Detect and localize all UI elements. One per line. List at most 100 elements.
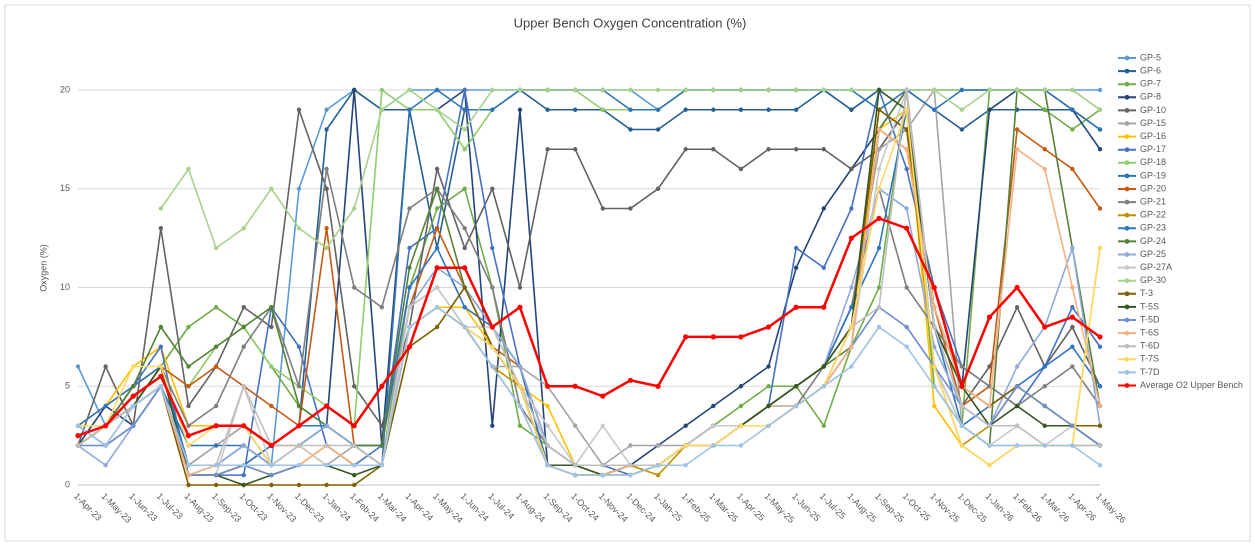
data-point bbox=[876, 324, 882, 330]
data-point bbox=[379, 383, 385, 389]
data-point bbox=[434, 305, 440, 310]
legend-marker bbox=[1124, 370, 1130, 375]
data-point bbox=[738, 423, 744, 428]
data-point bbox=[628, 472, 633, 478]
data-point bbox=[821, 423, 826, 428]
data-point bbox=[1042, 403, 1047, 409]
data-point bbox=[959, 87, 965, 93]
data-point bbox=[1070, 285, 1075, 290]
data-point bbox=[103, 364, 108, 369]
data-point bbox=[158, 384, 164, 389]
data-point bbox=[241, 423, 247, 429]
data-point bbox=[517, 87, 523, 93]
data-point bbox=[683, 423, 688, 428]
data-point bbox=[379, 423, 385, 428]
data-point bbox=[738, 384, 744, 389]
data-point bbox=[793, 265, 799, 270]
data-point bbox=[1014, 443, 1020, 448]
data-point bbox=[849, 206, 854, 211]
data-point bbox=[462, 305, 467, 310]
data-point bbox=[876, 87, 882, 93]
data-point bbox=[876, 107, 882, 112]
data-point bbox=[628, 463, 633, 468]
legend-label: GP-10 bbox=[1140, 105, 1166, 115]
data-point bbox=[1014, 305, 1020, 310]
y-tick-label: 20 bbox=[60, 84, 70, 94]
data-point bbox=[600, 463, 606, 468]
data-point bbox=[490, 107, 495, 112]
data-point bbox=[1070, 364, 1075, 369]
legend-label: T-5D bbox=[1140, 314, 1160, 324]
data-point bbox=[490, 285, 495, 290]
data-point bbox=[269, 186, 274, 191]
legend-label: GP-18 bbox=[1140, 157, 1166, 167]
data-point bbox=[1097, 344, 1103, 349]
data-point bbox=[296, 423, 302, 429]
data-point bbox=[186, 324, 191, 330]
data-point bbox=[158, 324, 164, 330]
data-point bbox=[186, 443, 191, 448]
data-point bbox=[545, 147, 550, 152]
data-point bbox=[821, 304, 827, 310]
data-point bbox=[710, 334, 716, 340]
data-point bbox=[1014, 423, 1020, 428]
legend-label: GP-27A bbox=[1140, 262, 1172, 272]
data-point bbox=[131, 423, 136, 428]
data-point bbox=[103, 423, 109, 429]
data-point bbox=[738, 403, 744, 409]
legend-marker bbox=[1124, 108, 1130, 113]
legend-label: GP-6 bbox=[1140, 65, 1161, 75]
y-tick-label: 0 bbox=[65, 479, 70, 489]
data-point bbox=[876, 215, 882, 221]
y-tick-label: 15 bbox=[60, 183, 70, 193]
data-point bbox=[738, 107, 744, 112]
data-point bbox=[352, 285, 357, 290]
data-point bbox=[462, 87, 467, 93]
data-point bbox=[1070, 305, 1075, 310]
data-point bbox=[987, 87, 992, 93]
data-point bbox=[1042, 147, 1047, 152]
data-point bbox=[821, 384, 826, 389]
data-point bbox=[75, 423, 81, 428]
data-point bbox=[1042, 364, 1047, 369]
data-point bbox=[269, 472, 274, 478]
data-point bbox=[683, 87, 688, 93]
data-point bbox=[738, 443, 744, 448]
data-point bbox=[490, 245, 495, 251]
y-tick-label: 10 bbox=[60, 282, 70, 292]
data-point bbox=[628, 127, 633, 132]
data-point bbox=[932, 107, 937, 112]
data-point bbox=[1070, 344, 1075, 349]
legend-label: GP-30 bbox=[1140, 275, 1166, 285]
data-point bbox=[904, 107, 909, 112]
data-point bbox=[1070, 107, 1075, 112]
legend-label: GP-15 bbox=[1140, 118, 1166, 128]
data-point bbox=[765, 324, 772, 330]
data-point bbox=[904, 166, 909, 172]
data-point bbox=[1042, 107, 1047, 112]
data-point bbox=[324, 166, 329, 172]
legend-label: GP-5 bbox=[1140, 52, 1161, 62]
data-point bbox=[186, 384, 191, 389]
data-point bbox=[655, 463, 661, 468]
data-point bbox=[1097, 463, 1103, 468]
legend-marker bbox=[1124, 225, 1130, 231]
data-point bbox=[213, 305, 219, 310]
data-point bbox=[987, 364, 992, 369]
data-point bbox=[600, 472, 606, 478]
data-point bbox=[849, 305, 854, 310]
data-point bbox=[324, 423, 329, 428]
data-point bbox=[655, 472, 661, 478]
data-point bbox=[793, 403, 799, 409]
data-point bbox=[1097, 127, 1103, 132]
data-point bbox=[296, 463, 302, 468]
legend-marker bbox=[1124, 81, 1130, 87]
data-point bbox=[434, 206, 440, 211]
data-point bbox=[407, 265, 412, 270]
data-point bbox=[987, 443, 992, 448]
data-point bbox=[711, 443, 716, 448]
data-point bbox=[75, 443, 81, 448]
data-point bbox=[352, 87, 357, 93]
data-point bbox=[241, 344, 246, 349]
legend-marker bbox=[1124, 199, 1130, 205]
